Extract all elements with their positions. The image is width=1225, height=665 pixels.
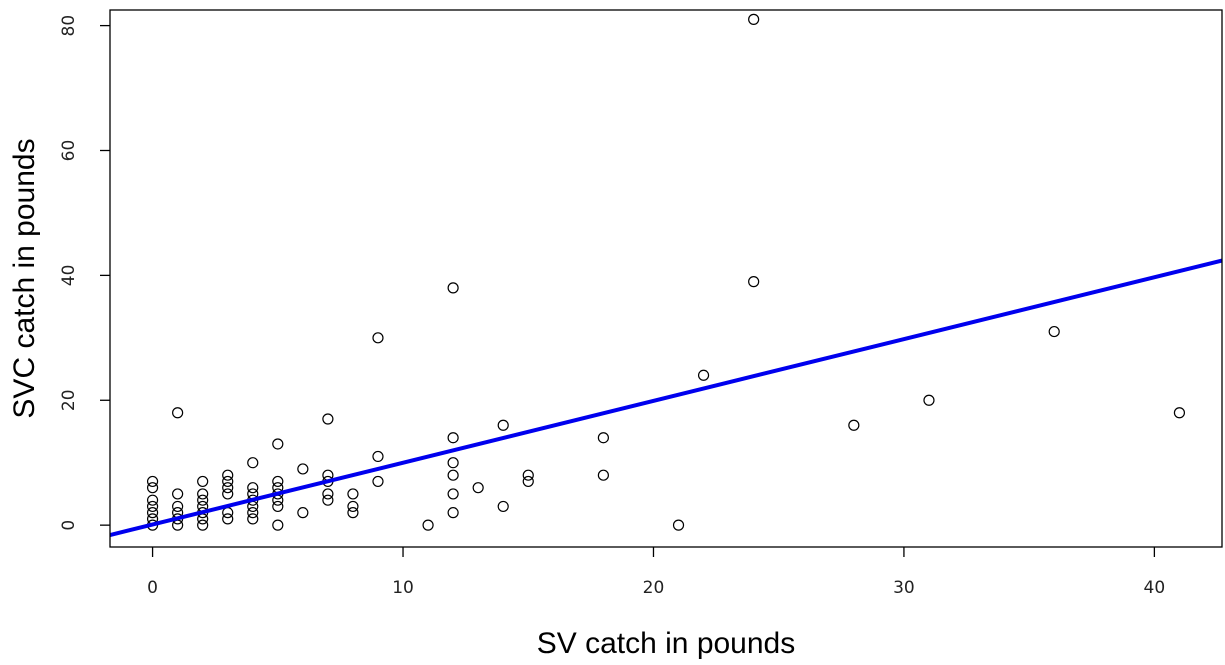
data-point <box>197 494 209 506</box>
data-point <box>247 457 259 469</box>
y-tick-label: 40 <box>59 265 79 287</box>
data-point <box>297 507 309 519</box>
data-point <box>372 332 384 344</box>
data-point <box>497 500 509 513</box>
y-tick-label: 20 <box>59 389 79 411</box>
data-point <box>422 519 434 531</box>
data-point <box>347 488 359 500</box>
y-tick-label: 60 <box>59 140 79 162</box>
data-point <box>222 507 234 519</box>
data-point <box>222 475 234 488</box>
data-point <box>146 482 159 494</box>
plot-frame <box>109 9 1223 548</box>
data-point <box>272 475 284 488</box>
data-point <box>146 500 159 513</box>
data-point <box>748 13 760 25</box>
data-point <box>247 507 259 519</box>
regression-line <box>109 258 1223 537</box>
data-point <box>222 513 234 525</box>
data-point <box>447 469 459 481</box>
data-point <box>146 475 159 488</box>
data-point <box>447 282 459 294</box>
data-point <box>1048 325 1060 338</box>
data-point <box>247 513 259 525</box>
x-tick-label: 40 <box>1144 578 1166 598</box>
data-point <box>597 432 609 444</box>
data-point <box>372 475 384 488</box>
data-point <box>172 407 184 419</box>
y-axis: 0 20 40 60 80 <box>59 15 110 531</box>
data-point <box>672 519 685 531</box>
points-layer <box>146 13 1186 531</box>
data-point <box>522 475 534 488</box>
data-point <box>347 507 359 519</box>
data-point <box>372 450 384 463</box>
data-point <box>447 488 459 500</box>
data-point <box>447 507 459 519</box>
data-point <box>272 519 284 531</box>
data-point <box>297 463 309 475</box>
data-point <box>172 500 184 513</box>
data-point <box>322 494 334 506</box>
data-point <box>447 457 459 469</box>
data-point <box>848 419 860 431</box>
data-point <box>272 438 284 450</box>
x-axis-title: SV catch in pounds <box>537 627 796 660</box>
data-point <box>272 500 284 513</box>
data-point <box>197 519 209 531</box>
data-point <box>222 482 234 494</box>
data-point <box>197 475 209 488</box>
data-point <box>222 488 234 500</box>
x-tick-label: 0 <box>147 578 158 598</box>
data-point <box>923 394 935 406</box>
data-point <box>447 432 459 444</box>
data-point <box>172 488 184 500</box>
data-point <box>146 507 159 519</box>
x-tick-label: 10 <box>392 578 414 598</box>
data-point <box>247 482 259 494</box>
x-tick-label: 30 <box>893 578 915 598</box>
data-point <box>197 488 209 500</box>
data-point <box>472 482 484 494</box>
data-point <box>1173 407 1186 419</box>
data-point <box>497 419 509 431</box>
data-point <box>347 500 359 513</box>
x-axis: 0 10 20 30 40 <box>147 547 1165 598</box>
fit-line-layer <box>109 258 1223 537</box>
data-point <box>697 369 710 381</box>
y-tick-label: 80 <box>59 15 79 37</box>
data-point <box>522 469 534 481</box>
data-point <box>748 276 760 288</box>
data-point <box>322 413 334 425</box>
data-point <box>597 469 609 481</box>
data-point <box>222 469 234 481</box>
data-point <box>322 488 334 500</box>
y-axis-title: SVC catch in pounds <box>8 138 41 418</box>
data-point <box>146 494 159 506</box>
x-tick-label: 20 <box>643 578 665 598</box>
y-tick-label: 0 <box>59 520 79 531</box>
